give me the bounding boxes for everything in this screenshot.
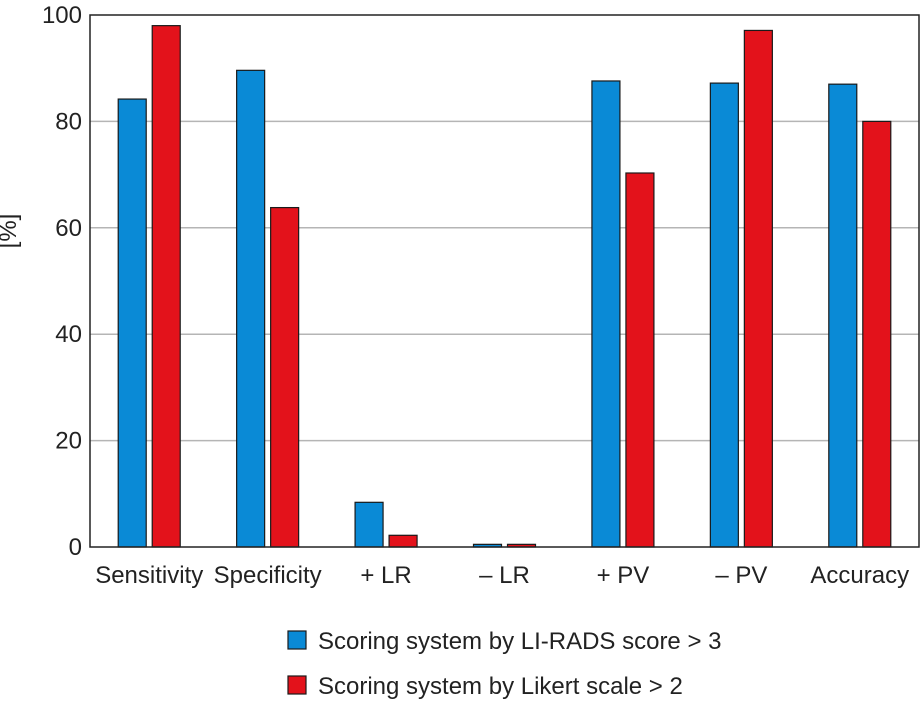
legend-entry: Scoring system by Likert scale > 2 [318,673,683,700]
y-tick-label: 40 [55,321,82,348]
bar-likert [862,120,892,548]
bar-lirads [236,69,266,548]
legend: Scoring system by LI-RADS score > 3 Scori… [287,628,721,700]
bar-lirads [828,83,858,548]
bars [117,25,892,548]
y-tick-label: 80 [55,108,82,135]
bar-likert [270,206,300,548]
y-tick-label: 20 [55,428,82,455]
x-tick-label: Specificity [214,562,322,589]
gridlines [90,120,919,442]
x-tick-label: – PV [715,562,767,589]
x-tick-labels: Sensitivity Specificity + LR – LR + PV – PV Ac… [95,562,909,589]
bar-lirads [354,501,384,548]
x-tick-label: – LR [479,562,530,589]
x-tick-label: + LR [360,562,411,589]
legend-swatch [287,675,307,695]
bar-lirads [709,82,739,548]
y-tick-label: 0 [69,534,82,561]
bar-likert [151,25,181,548]
y-tick-label: 100 [42,2,82,29]
x-tick-label: Accuracy [810,562,909,589]
bar-likert [625,172,655,548]
legend-entry: Scoring system by LI-RADS score > 3 [318,628,721,655]
y-tick-labels: 0 20 40 60 80 100 [42,2,82,561]
legend-swatch [287,630,307,650]
x-tick-label: + PV [597,562,650,589]
bar-lirads [591,80,621,548]
y-tick-label: 60 [55,215,82,242]
bar-lirads [117,98,147,548]
bar-likert [388,534,418,548]
bar-likert [743,29,773,548]
x-tick-label: Sensitivity [95,562,203,589]
y-axis-label: [%] [0,214,22,249]
plot-frame [89,14,920,548]
